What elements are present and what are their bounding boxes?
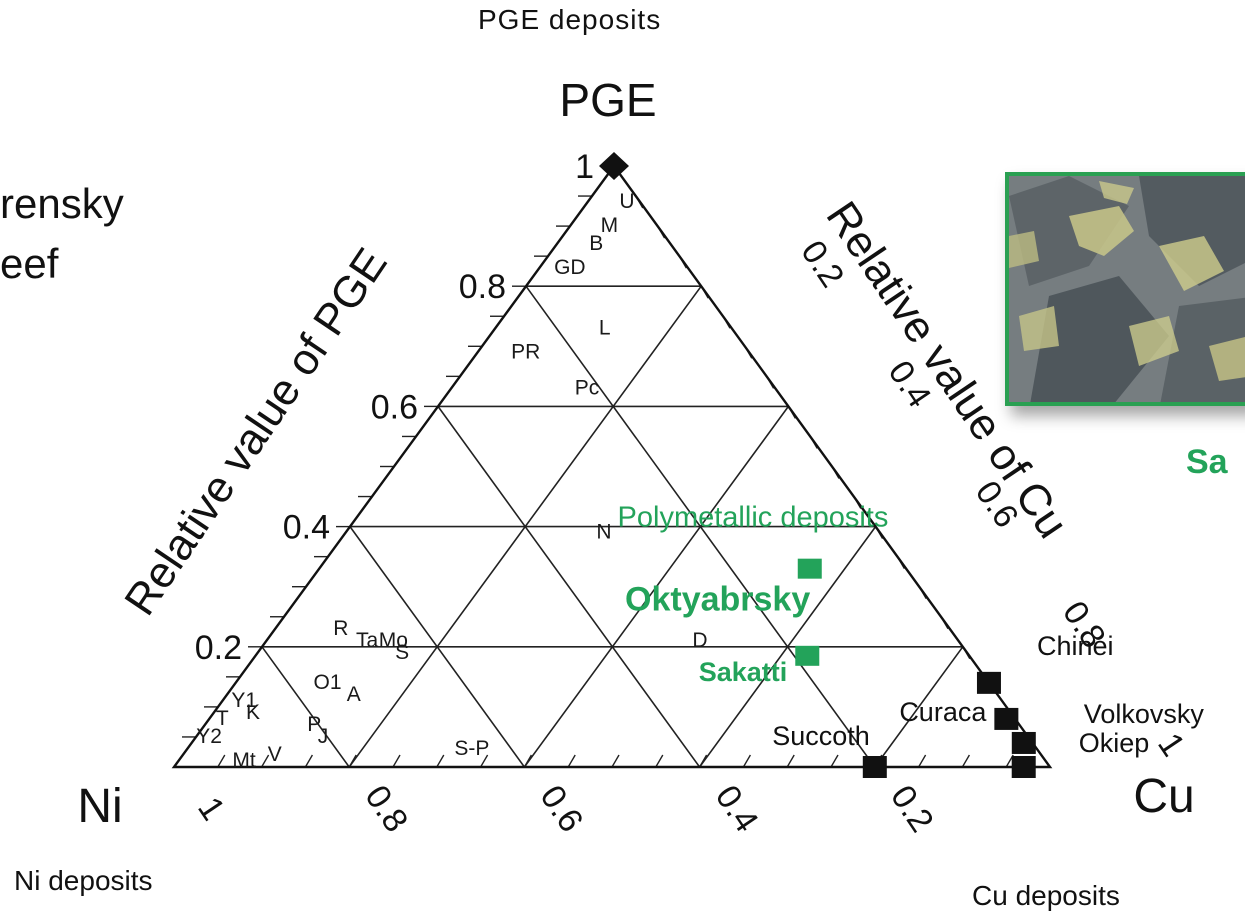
green-point-sakatti: [795, 645, 820, 666]
tick-bottom-edge: [304, 754, 314, 768]
black-point-okiep: [1011, 756, 1036, 778]
tick-bottom-edge: [217, 754, 226, 768]
tick-bottom-edge: [655, 754, 664, 768]
tick-bottom-edge: [961, 754, 971, 768]
deposit-code-label: Ta: [356, 629, 379, 652]
deposit-code-label: U: [619, 190, 634, 213]
bottom-tick-label: 0.4: [708, 779, 766, 839]
sakatti-sample-photo: [1005, 172, 1245, 406]
tick-bottom-edge: [392, 754, 401, 768]
cut-off-text-line-1: rensky: [0, 180, 124, 227]
deposit-code-label: PR: [511, 340, 540, 363]
grid-line-ni: [261, 646, 350, 768]
deposit-code-label: GD: [554, 256, 586, 279]
bottom-tick-label: 0.6: [533, 779, 591, 839]
triangle-frame: [171, 163, 1053, 769]
chart-text: 10.80.60.40.20.20.40.60.811 0.8 0.6 0.4 0.2R…: [77, 74, 1204, 839]
deposit-code-label: Y2: [196, 725, 222, 748]
deposit-code-label: Y1: [231, 689, 257, 712]
diamond-marker-pge-apex: [599, 152, 629, 180]
black-point-chinei: [976, 671, 1001, 694]
deposit-code-label: S: [395, 641, 409, 664]
deposit-code-label: J: [318, 725, 329, 748]
cut-off-text-line-2: eef: [0, 240, 59, 287]
deposit-code-label: K: [246, 701, 260, 724]
right-axis-title: Relative value of Cu: [817, 193, 1078, 547]
pge-tick-label: 1: [575, 148, 594, 186]
tick-bottom-edge: [611, 754, 620, 768]
tick-bottom-edge: [260, 754, 270, 768]
bottom-tick-label: 0.8: [357, 779, 415, 839]
tick-bottom-edge: [830, 754, 839, 768]
deposit-code-label: R: [333, 617, 348, 640]
green-point-label: Sakatti: [699, 657, 788, 687]
grid-line-ni: [437, 405, 701, 768]
tick-bottom-edge: [786, 754, 795, 768]
bottom-tick-label: 1: [190, 790, 232, 827]
grid-line-ni: [525, 285, 876, 768]
black-point-curaca: [994, 707, 1019, 730]
grid-line-cu: [523, 405, 790, 768]
pge-tick-label: 0.6: [371, 388, 418, 426]
pge-tick-label: 0.2: [195, 629, 242, 667]
apex-label-pge: PGE: [559, 74, 656, 126]
ni-deposits-caption: Ni deposits: [14, 865, 153, 896]
green-point-oktyabrsky: [797, 558, 822, 579]
grid-line-cu: [874, 646, 964, 768]
deposit-code-label: O1: [314, 671, 342, 694]
deposit-code-label: L: [599, 316, 611, 339]
left-axis-title: Relative value of PGE: [115, 240, 396, 624]
black-point-label: Curaca: [899, 697, 987, 727]
tick-bottom-edge: [436, 754, 445, 768]
deposit-code-label: Mt: [232, 749, 255, 772]
apex-label-cu: Cu: [1133, 770, 1194, 823]
ternary-grid: [261, 285, 964, 768]
black-point-volkovsky: [1011, 731, 1036, 754]
pge-tick-label: 0.4: [283, 509, 330, 547]
tick-bottom-edge: [917, 754, 927, 768]
tick-bottom-edge: [523, 754, 533, 768]
tick-bottom-edge: [742, 754, 752, 768]
deposit-code-label: N: [596, 521, 611, 544]
bottom-tick-label: 0.2: [883, 779, 941, 839]
deposit-code-label: D: [692, 629, 707, 652]
tick-bottom-edge: [348, 754, 357, 768]
deposit-code-label: B: [589, 232, 603, 255]
region-label: Polymetallic deposits: [618, 502, 889, 534]
black-point-label: Chinei: [1037, 631, 1114, 661]
region-label: Oktyabrsky: [625, 581, 810, 619]
deposit-code-label: P: [307, 713, 321, 736]
pge-tick-label: 0.8: [459, 268, 506, 306]
deposit-code-label: M: [601, 214, 619, 237]
black-point-label: Succoth: [772, 721, 870, 751]
deposit-code-label: T: [216, 707, 229, 730]
deposit-code-label: Pc: [575, 376, 600, 399]
black-point-label: Okiep: [1079, 728, 1150, 758]
grid-line-ni: [349, 526, 526, 768]
photo-caption-cut: Sa: [1186, 443, 1228, 481]
black-point-succoth: [862, 756, 887, 778]
deposit-code-label: A: [347, 683, 361, 706]
top-caption: PGE deposits: [478, 4, 662, 35]
black-point-label: Volkovsky: [1084, 699, 1205, 729]
deposit-code-label: S-P: [454, 737, 489, 760]
tick-bottom-edge: [567, 754, 576, 768]
tick-bottom-edge: [479, 754, 489, 768]
tick-bottom-edge: [698, 754, 708, 768]
triangle-outline: [171, 163, 1053, 769]
deposit-code-label: Mo: [379, 629, 408, 652]
deposit-code-label: V: [268, 743, 282, 766]
data-points: [599, 152, 1036, 778]
apex-label-ni: Ni: [77, 780, 122, 833]
cu-tick-label: 1: [1150, 726, 1192, 763]
cu-deposits-caption: Cu deposits: [972, 880, 1120, 911]
